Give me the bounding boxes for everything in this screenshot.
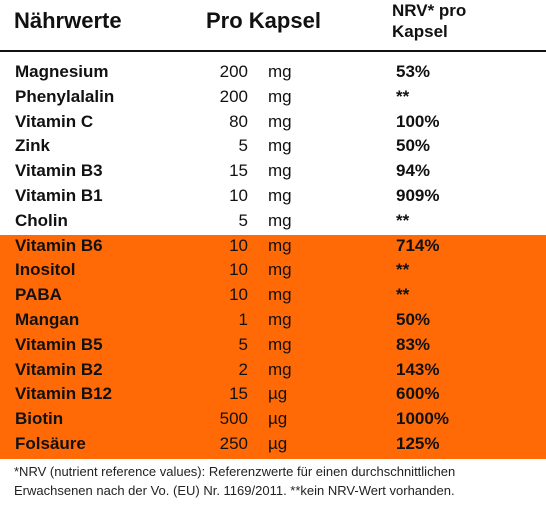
nutrient-amount: 15 <box>229 161 248 181</box>
nutrient-name: Vitamin C <box>15 111 94 131</box>
nutrient-amount: 5 <box>238 210 248 230</box>
table-row: Vitamin B2 2 mg 143% <box>0 358 546 383</box>
nutrient-amount: 500 <box>219 409 248 429</box>
nutrient-nrv: ** <box>396 86 410 106</box>
nutrient-name: Vitamin B1 <box>15 185 103 205</box>
footnote-line1: *NRV (nutrient reference values): Refere… <box>14 464 456 479</box>
nutrient-nrv: 94% <box>396 161 431 181</box>
nutrient-amount: 10 <box>229 235 248 255</box>
header-naehrwerte: Nährwerte <box>14 8 122 33</box>
nutrient-name: Cholin <box>15 210 68 230</box>
table-row: Phenylalalin 200 mg ** <box>0 85 546 110</box>
nutrient-unit: mg <box>268 62 292 81</box>
nutrient-nrv: 909% <box>396 185 440 205</box>
table-row: Vitamin C 80 mg 100% <box>0 110 546 135</box>
nutrient-nrv: 143% <box>396 359 440 379</box>
nutrient-unit: mg <box>268 210 292 230</box>
nutrient-name: Mangan <box>15 309 80 329</box>
nutrient-nrv: 50% <box>396 136 431 156</box>
table-row: Vitamin B3 15 mg 94% <box>0 159 546 184</box>
nutrient-amount: 80 <box>229 111 248 131</box>
header-nrv-line2: Kapsel <box>392 22 448 41</box>
nutrient-nrv: 83% <box>396 334 431 354</box>
nutrient-name: Folsäure <box>15 433 86 453</box>
table-row: Vitamin B1 10 mg 909% <box>0 184 546 209</box>
nutrient-name: Phenylalalin <box>15 86 115 106</box>
table-header: Nährwerte Pro Kapsel NRV* pro Kapsel <box>0 0 546 52</box>
header-nrv-line1: NRV* pro <box>392 1 467 20</box>
nutrient-name: Zink <box>15 136 50 156</box>
nutrient-amount: 5 <box>238 334 248 354</box>
nutrient-name: Biotin <box>15 409 64 429</box>
nutrient-amount: 1 <box>238 309 248 329</box>
nutrient-nrv: 125% <box>396 433 440 453</box>
nutrient-nrv: 714% <box>396 235 440 255</box>
table-row: Zink 5 mg 50% <box>0 134 546 159</box>
table-row: Inositol 10 mg ** <box>0 258 546 283</box>
nutrient-unit: µg <box>268 409 288 429</box>
nutrient-unit: mg <box>268 111 292 131</box>
nutrient-unit: mg <box>268 136 292 156</box>
header-pro-kapsel: Pro Kapsel <box>206 8 321 33</box>
nutrient-unit: mg <box>268 334 292 354</box>
table-row: Cholin 5 mg ** <box>0 209 546 234</box>
nutrient-unit: µg <box>268 384 288 404</box>
table-row: Mangan 1 mg 50% <box>0 308 546 333</box>
table-row: Vitamin B5 5 mg 83% <box>0 333 546 358</box>
nutrient-amount: 10 <box>229 185 248 205</box>
nutrient-name: Vitamin B6 <box>15 235 103 255</box>
nutrient-amount: 250 <box>219 433 248 453</box>
table-row: Magnesium 200 mg 53% <box>0 60 546 85</box>
nutrient-amount: 200 <box>219 62 248 81</box>
footnote-line2: Erwachsenen nach der Vo. (EU) Nr. 1169/2… <box>14 483 455 498</box>
nutrient-unit: µg <box>268 433 288 453</box>
nutrient-nrv: ** <box>396 210 410 230</box>
nutrient-nrv: 100% <box>396 111 440 131</box>
nutrient-unit: mg <box>268 161 292 181</box>
nutrient-unit: mg <box>268 235 292 255</box>
table-row: Vitamin B12 15 µg 600% <box>0 382 546 407</box>
nutrient-unit: mg <box>268 285 292 305</box>
nutrient-nrv: ** <box>396 285 410 305</box>
table-row: Vitamin B6 10 mg 714% <box>0 234 546 259</box>
nutrient-name: Vitamin B3 <box>15 161 103 181</box>
nutrient-unit: mg <box>268 185 292 205</box>
nutrient-table: Magnesium 200 mg 53% Phenylalalin 200 mg… <box>0 60 546 457</box>
nutrient-amount: 200 <box>219 86 248 106</box>
highlight-band <box>0 235 546 459</box>
nutrient-nrv: 50% <box>396 309 431 329</box>
nutrient-name: Vitamin B2 <box>15 359 103 379</box>
table-row: PABA 10 mg ** <box>0 283 546 308</box>
nutrient-nrv: 1000% <box>396 409 449 429</box>
table-row: Biotin 500 µg 1000% <box>0 407 546 432</box>
nutrient-unit: mg <box>268 359 292 379</box>
nutrient-amount: 10 <box>229 285 248 305</box>
nutrient-name: PABA <box>15 285 62 305</box>
nutrient-name: Inositol <box>15 260 76 280</box>
nutrient-name: Magnesium <box>15 62 109 81</box>
footnote: *NRV (nutrient reference values): Refere… <box>14 462 539 500</box>
nutrient-amount: 5 <box>238 136 248 156</box>
table-row: Folsäure 250 µg 125% <box>0 432 546 457</box>
nutrient-unit: mg <box>268 309 292 329</box>
nutrient-name: Vitamin B5 <box>15 334 103 354</box>
nutrient-unit: mg <box>268 86 292 106</box>
nutrient-nrv: 600% <box>396 384 440 404</box>
nutrient-nrv: ** <box>396 260 410 280</box>
nutrient-name: Vitamin B12 <box>15 384 113 404</box>
nutrient-amount: 15 <box>229 384 248 404</box>
header-nrv: NRV* pro Kapsel <box>392 0 512 42</box>
nutrient-unit: mg <box>268 260 292 280</box>
nutrient-amount: 10 <box>229 260 248 280</box>
nutrient-nrv: 53% <box>396 62 431 81</box>
nutrient-amount: 2 <box>238 359 248 379</box>
